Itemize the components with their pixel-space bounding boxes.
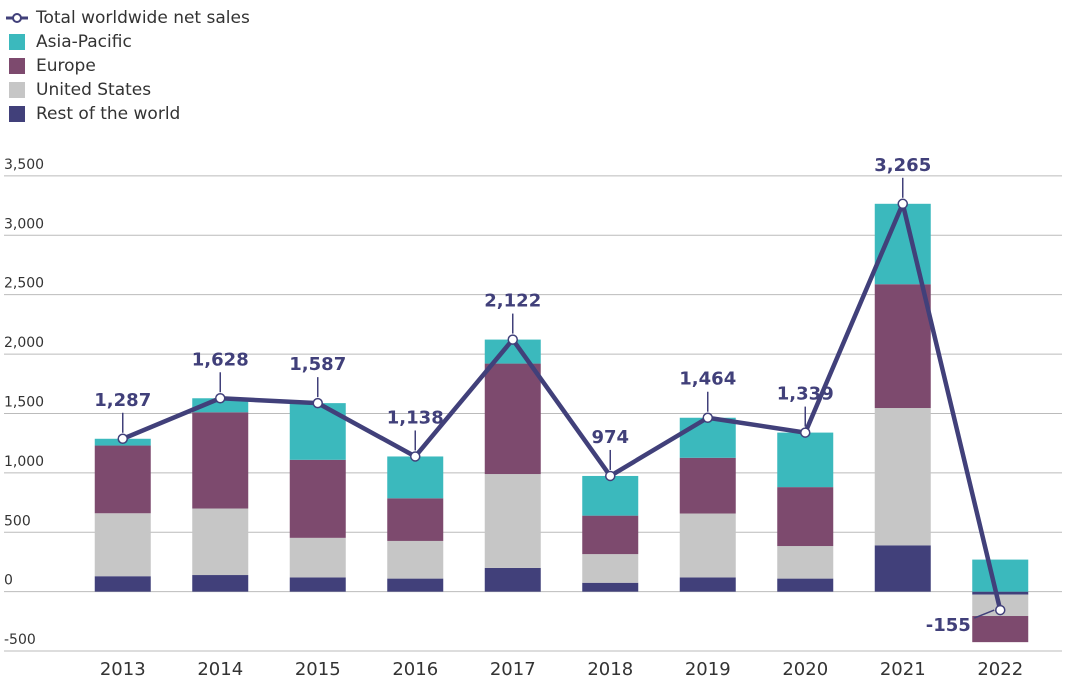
bar-segment [192, 575, 249, 592]
total-point [897, 198, 908, 210]
data-label: 974 [591, 427, 629, 448]
bar-segment [387, 498, 444, 541]
total-point [702, 412, 713, 423]
bar-segment [387, 578, 444, 592]
y-tick-label: 1,500 [4, 394, 44, 410]
bar-segment [94, 513, 151, 577]
data-label: -155 [926, 615, 971, 636]
bar-segment [679, 417, 736, 458]
bar-segment [679, 457, 736, 514]
legend-swatch [9, 82, 25, 98]
bar-segment [289, 459, 346, 538]
data-label: 1,628 [192, 349, 249, 370]
bar-segment [777, 432, 834, 488]
bar-segment [874, 545, 931, 592]
bar-segment [874, 284, 931, 409]
bar-segment [387, 540, 444, 579]
x-tick-label: 2020 [782, 659, 828, 680]
legend-label: Europe [36, 56, 96, 76]
bar-segment [582, 582, 639, 592]
bar-segment [192, 508, 249, 576]
bar-segment [289, 577, 346, 592]
x-tick-label: 2022 [977, 659, 1023, 680]
x-tick-label: 2019 [685, 659, 731, 680]
bar-segment [289, 537, 346, 578]
bar-segment [387, 456, 444, 499]
y-tick-label: 1,000 [4, 454, 44, 470]
bar-segment [582, 515, 639, 555]
bar-segment [777, 546, 834, 579]
total-line [121, 201, 1003, 611]
total-point [215, 393, 226, 404]
legend-label: Total worldwide net sales [35, 8, 250, 28]
bar-segment [679, 513, 736, 578]
data-label: 1,138 [387, 407, 444, 428]
legend-marker [12, 13, 22, 23]
total-point [605, 470, 616, 482]
legend-label: Asia-Pacific [36, 32, 132, 52]
data-label: 1,287 [94, 390, 151, 411]
bar-segment [874, 408, 931, 546]
x-tick-label: 2016 [392, 659, 438, 680]
data-label: 2,122 [484, 291, 541, 312]
data-label: 1,339 [777, 384, 834, 405]
bar-segment [777, 578, 834, 592]
y-tick-label: 2,000 [4, 335, 44, 351]
y-tick-label: 3,000 [4, 216, 44, 232]
bar-segment [94, 445, 151, 514]
total-point [995, 604, 1006, 616]
x-tick-label: 2014 [197, 659, 243, 680]
bar-segment [972, 616, 1029, 643]
total-point [507, 334, 518, 345]
bar-segment [484, 567, 541, 592]
x-tick-label: 2021 [880, 659, 926, 680]
total-point [312, 397, 323, 409]
bar-segment [94, 576, 151, 592]
total-point [410, 451, 421, 462]
x-tick-label: 2017 [490, 659, 536, 680]
x-tick-label: 2015 [295, 659, 341, 680]
legend-swatch [9, 34, 25, 50]
legend-label: Rest of the world [36, 104, 180, 124]
label-leader [973, 609, 995, 619]
x-tick-label: 2018 [587, 659, 633, 680]
y-tick-label: 0 [4, 573, 13, 589]
bar-segment [777, 487, 834, 547]
y-tick-label: 2,500 [4, 276, 44, 292]
bar-segment [582, 475, 639, 516]
bar-segment [192, 412, 249, 509]
total-point [800, 427, 811, 438]
bar-segment [679, 577, 736, 592]
y-tick-label: 3,500 [4, 157, 44, 173]
bar-segment [582, 554, 639, 583]
legend-swatch [9, 106, 25, 122]
data-label: 1,464 [679, 369, 736, 390]
total-point [117, 433, 128, 445]
data-label: 3,265 [874, 155, 931, 176]
x-tick-label: 2013 [100, 659, 146, 680]
bar-segment [484, 474, 541, 568]
bar-segment [972, 591, 1029, 595]
legend-swatch [9, 58, 25, 74]
y-tick-label: 500 [4, 513, 31, 529]
y-tick-label: -500 [4, 632, 36, 648]
data-label: 1,587 [289, 354, 346, 375]
bar-segment [484, 363, 541, 475]
bar-segment [972, 559, 1029, 592]
legend-label: United States [36, 80, 151, 100]
bar-segment [874, 203, 931, 285]
